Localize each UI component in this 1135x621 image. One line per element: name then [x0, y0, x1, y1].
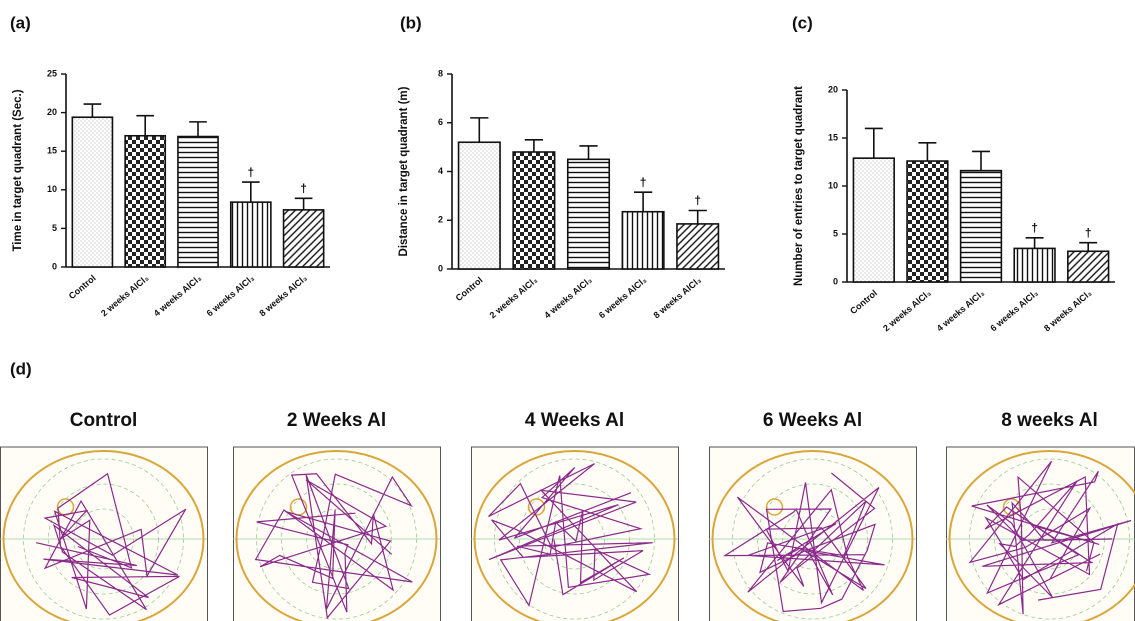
track-image	[709, 447, 917, 621]
track-image	[471, 447, 679, 621]
significance-marker: †	[1085, 226, 1092, 240]
bar	[677, 224, 718, 269]
bar	[284, 210, 324, 267]
x-tick-label: 2 weeks AlCl₃	[99, 273, 151, 318]
x-tick-label: 6 weeks AlCl₃	[205, 273, 257, 318]
y-tick-label: 6	[438, 117, 443, 127]
track-image	[233, 447, 441, 621]
track-frame	[234, 447, 441, 621]
bar	[459, 142, 500, 269]
panel-label: (d)	[10, 359, 32, 378]
x-tick-label: 4 weeks AlCl₃	[935, 288, 987, 333]
significance-marker: †	[300, 181, 307, 195]
y-tick-label: 0	[438, 263, 443, 273]
y-tick-label: 4	[438, 166, 443, 176]
track-image	[946, 447, 1135, 621]
x-tick-label: 4 weeks AlCl₃	[152, 273, 204, 318]
x-tick-label: 6 weeks AlCl₃	[597, 275, 649, 320]
bar	[853, 158, 894, 282]
significance-marker: †	[694, 194, 701, 208]
y-tick-label: 10	[47, 184, 57, 194]
bar	[178, 137, 218, 267]
x-tick-label: Control	[848, 288, 879, 316]
bar	[961, 171, 1002, 282]
y-tick-label: 5	[833, 228, 838, 238]
track-image	[0, 447, 208, 621]
panel-label: (a)	[10, 13, 31, 32]
x-tick-label: 6 weeks AlCl₃	[988, 288, 1040, 333]
track-title: 4 Weeks Al	[525, 410, 624, 431]
y-tick-label: 20	[47, 107, 57, 117]
y-tick-label: 15	[828, 132, 838, 142]
bar	[513, 152, 554, 269]
y-tick-label: 0	[833, 276, 838, 286]
bar	[622, 212, 663, 269]
y-tick-label: 20	[828, 84, 838, 94]
significance-marker: †	[640, 175, 647, 189]
y-tick-label: 8	[438, 68, 443, 78]
track-title: Control	[70, 410, 138, 431]
y-tick-label: 2	[438, 215, 443, 225]
bar	[568, 159, 609, 269]
y-axis-label: Distance in target quadrant (m)	[398, 86, 410, 256]
x-tick-label: Control	[67, 273, 98, 301]
y-tick-label: 15	[47, 146, 57, 156]
track-title: 6 Weeks Al	[763, 410, 862, 431]
x-tick-label: 2 weeks AlCl₃	[488, 275, 540, 320]
x-tick-label: 8 weeks AlCl₃	[257, 273, 309, 318]
bar	[907, 161, 948, 282]
bar	[125, 136, 165, 267]
panel-label: (b)	[400, 13, 422, 32]
y-tick-label: 0	[52, 261, 57, 271]
panel-label: (c)	[792, 13, 813, 32]
y-axis-label: Number of entries to target quadrant	[793, 86, 805, 286]
y-tick-label: 10	[828, 180, 838, 190]
track-frame	[1, 447, 208, 621]
y-tick-label: 25	[47, 68, 57, 78]
significance-marker: †	[1031, 221, 1038, 235]
bar	[72, 117, 112, 267]
figure: (a) Time in target quadrant (Sec.) 0 5 10 15 2…	[0, 0, 1135, 621]
track-frame	[947, 447, 1135, 621]
track-title: 8 weeks Al	[1001, 410, 1097, 431]
x-tick-label: 8 weeks AlCl₃	[651, 275, 703, 320]
significance-marker: †	[247, 165, 254, 179]
bar	[1068, 251, 1109, 282]
x-tick-label: 8 weeks AlCl₃	[1042, 288, 1094, 333]
bar	[1014, 248, 1055, 282]
x-tick-label: 4 weeks AlCl₃	[542, 275, 594, 320]
y-tick-label: 5	[52, 223, 57, 233]
y-axis-label: Time in target quadrant (Sec.)	[12, 89, 24, 251]
track-title: 2 Weeks Al	[287, 410, 386, 431]
x-tick-label: Control	[454, 275, 485, 303]
bar	[231, 202, 271, 267]
x-tick-label: 2 weeks AlCl₃	[881, 288, 933, 333]
